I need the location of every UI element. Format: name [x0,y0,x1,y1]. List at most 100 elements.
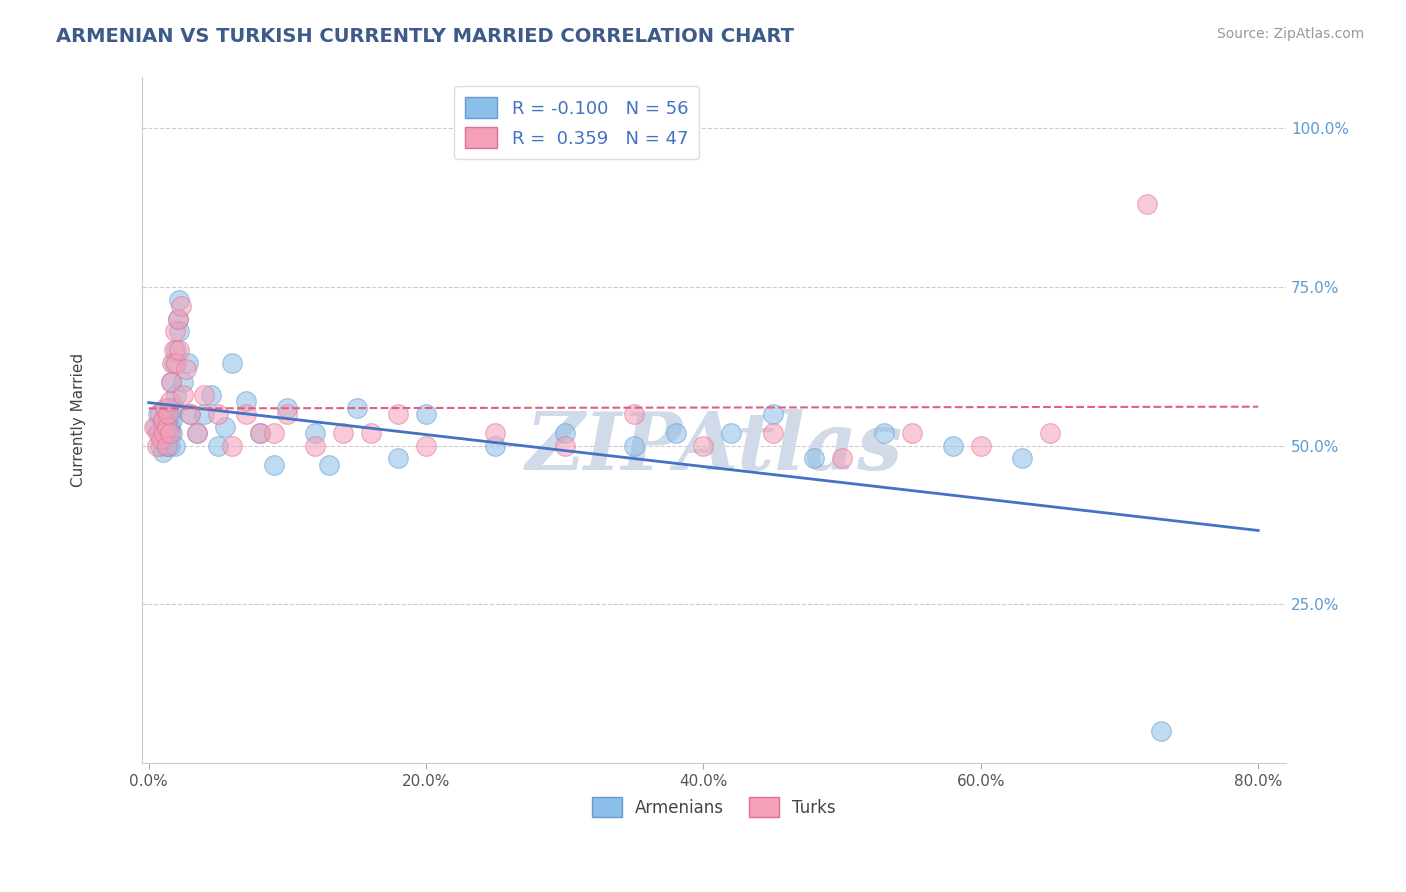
Point [179,407,201,421]
Point [970,439,993,453]
Point [166,311,188,326]
Point [167,325,190,339]
Point [235,394,257,409]
Point [166,311,188,326]
Point [186,425,208,440]
Text: Source: ZipAtlas.com: Source: ZipAtlas.com [1216,27,1364,41]
Point [167,293,190,307]
Point [214,419,236,434]
Point [156,419,179,434]
Point [623,407,645,421]
Point [165,325,187,339]
Point [387,451,409,466]
Point [163,401,186,415]
Point [484,425,506,440]
Point [318,458,340,472]
Point [152,413,174,427]
Point [665,425,688,440]
Point [554,425,576,440]
Point [304,439,326,453]
Point [159,439,181,453]
Point [900,425,922,440]
Point [276,407,298,421]
Point [484,439,506,453]
Point [150,433,173,447]
Point [1150,724,1173,739]
Point [156,439,179,453]
Point [554,439,576,453]
Point [415,439,437,453]
Point [160,375,183,389]
Text: ZIPAtlas: ZIPAtlas [526,409,903,486]
Point [166,356,188,370]
Point [207,407,229,421]
Point [249,425,271,440]
Point [179,407,201,421]
Point [831,451,853,466]
Point [276,401,298,415]
Point [160,407,183,421]
Point [153,419,176,434]
Point [165,439,187,453]
Point [159,419,181,434]
Point [221,439,243,453]
Point [263,458,285,472]
Point [193,388,215,402]
Text: ARMENIAN VS TURKISH CURRENTLY MARRIED CORRELATION CHART: ARMENIAN VS TURKISH CURRENTLY MARRIED CO… [56,27,794,45]
Point [762,425,785,440]
Point [162,425,184,440]
Point [157,425,180,440]
Point [1011,451,1033,466]
Point [249,425,271,440]
Point [166,388,188,402]
Point [150,425,173,440]
Point [159,394,181,409]
Point [146,439,169,453]
Point [172,388,194,402]
Point [235,407,257,421]
Point [174,362,197,376]
Point [148,425,170,440]
Point [167,343,190,358]
Point [169,299,191,313]
Point [155,433,177,447]
Point [163,356,186,370]
Point [942,439,965,453]
Point [304,425,326,440]
Point [152,445,174,459]
Point [148,407,170,421]
Point [156,413,179,427]
Point [160,375,183,389]
Point [720,425,742,440]
Point [1039,425,1062,440]
Point [221,356,243,370]
Point [156,439,179,453]
Point [803,451,825,466]
Point [166,343,188,358]
Point [762,407,785,421]
Point [149,439,172,453]
Point [157,407,180,421]
Point [157,401,180,415]
Point [152,413,174,427]
Point [1136,197,1159,211]
Y-axis label: Currently Married: Currently Married [72,353,86,487]
Point [415,407,437,421]
Point [360,425,382,440]
Point [162,356,184,370]
Point [153,425,176,440]
Legend: Armenians, Turks: Armenians, Turks [585,791,842,823]
Point [155,401,177,415]
Point [387,407,409,421]
Point [873,425,896,440]
Point [332,425,354,440]
Point [176,356,198,370]
Point [263,425,285,440]
Point [193,407,215,421]
Point [163,343,186,358]
Point [159,425,181,440]
Point [143,419,166,434]
Point [623,439,645,453]
Point [207,439,229,453]
Point [692,439,714,453]
